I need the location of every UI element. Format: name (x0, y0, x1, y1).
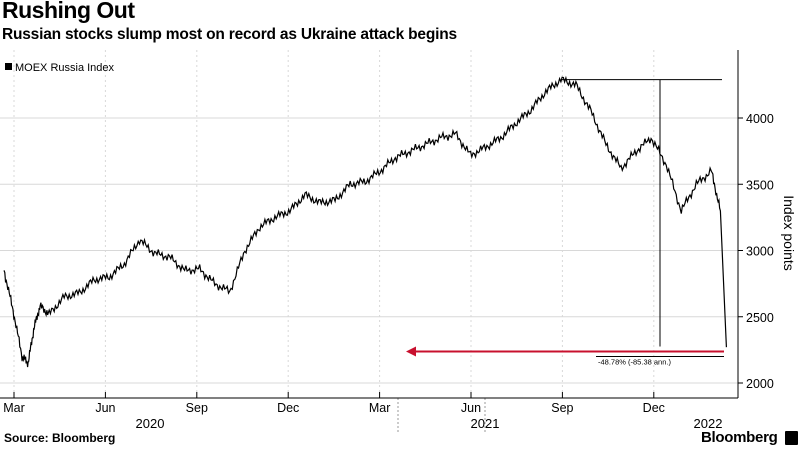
y-axis-title: Index points (781, 195, 797, 271)
moex-index-line (3, 75, 727, 368)
x-tick-label: Jun (95, 401, 115, 415)
x-tick-label: Mar (3, 401, 25, 415)
x-year-label: 2021 (471, 416, 500, 431)
x-tick-label: Sep (551, 401, 573, 415)
legend: MOEX Russia Index (5, 62, 115, 74)
drop-arrow-head (406, 346, 416, 357)
chart-title: Rushing Out (2, 0, 135, 23)
y-tick-label: 4000 (746, 112, 774, 126)
axis-layer: 2000 2500 3000 3500 4000 Mar Jun Sep Dec Mar Jun Se… (0, 50, 774, 432)
legend-label: MOEX Russia Index (15, 62, 115, 74)
x-tick-label: Sep (186, 401, 208, 415)
brand-logo-text: Bloomberg (701, 429, 778, 446)
x-tick-label: Mar (369, 401, 391, 415)
y-tick-label: 2000 (746, 377, 774, 391)
y-tick-label: 2500 (746, 311, 774, 325)
x-tick-label: Dec (643, 401, 665, 415)
legend-swatch (5, 63, 12, 70)
annotation-layer: -48.78% (-85.38 ann.) (406, 79, 724, 367)
x-tick-label: Jun (461, 401, 481, 415)
chart-subtitle: Russian stocks slump most on record as U… (2, 26, 457, 43)
grid-layer (0, 50, 738, 392)
line-layer (3, 75, 727, 368)
x-year-label: 2022 (694, 416, 723, 431)
y-tick-label: 3000 (746, 245, 774, 259)
x-tick-label: Dec (277, 401, 299, 415)
x-year-label: 2020 (136, 416, 165, 431)
bloomberg-logo-icon (785, 431, 798, 445)
source-note: Source: Bloomberg (4, 431, 116, 445)
y-tick-label: 3500 (746, 178, 774, 192)
drop-percent-label: -48.78% (-85.38 ann.) (598, 358, 671, 367)
